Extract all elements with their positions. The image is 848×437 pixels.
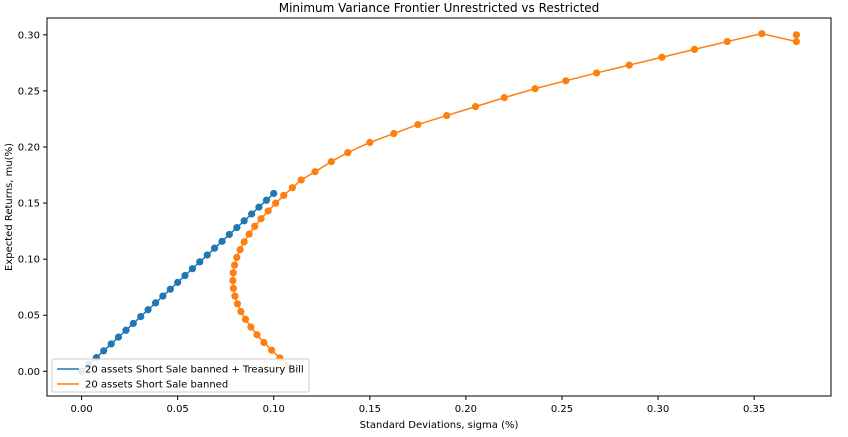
series-0 [77,189,278,375]
data-point [174,278,182,286]
legend-box [51,358,310,393]
y-tick-label: 0.15 [18,199,40,210]
data-point [690,45,699,54]
data-point [137,312,145,321]
data-point [233,300,242,308]
data-point [237,307,245,316]
data-point [247,323,255,331]
data-point [272,199,280,207]
data-point [255,203,263,211]
y-tick-label: 0.25 [18,86,40,97]
data-point [592,69,601,77]
data-point [225,230,233,239]
x-tick-label: 0.05 [167,404,189,415]
data-point [257,215,265,223]
y-tick-label: 0.30 [18,30,40,41]
y-axis-label: Expected Returns, mu(%) [4,143,15,271]
data-point [758,30,766,38]
series-1 [229,30,801,370]
data-point [218,237,226,245]
data-point [471,103,480,111]
data-point [229,276,237,285]
x-tick-label: 0.20 [455,404,477,415]
data-point [196,258,204,266]
y-tick-label: 0.20 [18,142,40,153]
data-point [181,271,189,280]
data-point [658,53,666,61]
data-point [251,222,259,230]
y-tick-label: 0.00 [18,367,40,378]
data-point [327,157,335,166]
data-point [114,333,123,341]
data-point [159,292,167,300]
y-tick-label: 0.05 [18,311,40,322]
data-point [230,261,239,269]
data-point [100,347,108,355]
data-point [625,61,633,69]
data-point [240,217,248,225]
data-point [792,31,801,39]
data-point [270,189,278,198]
data-point [366,138,374,147]
data-point [562,77,570,85]
data-point [107,340,115,348]
data-point [129,319,137,328]
data-point [233,253,241,261]
data-point [288,184,296,192]
data-point [297,176,305,184]
x-tick-label: 0.10 [263,404,285,415]
data-point [531,85,539,93]
data-point [233,224,241,232]
legend: 20 assets Short Sale banned + Treasury B… [51,358,310,393]
plot-area [77,30,801,375]
x-tick-label: 0.00 [70,404,92,415]
data-point [240,238,248,246]
plot-frame [46,17,832,397]
legend-label-treasury: 20 assets Short Sale banned + Treasury B… [85,365,304,376]
data-point [280,191,288,200]
x-tick-label: 0.15 [359,404,381,415]
data-point [144,306,152,314]
data-point [151,299,160,307]
data-point [443,111,451,120]
data-point [414,120,422,129]
data-point [260,338,268,347]
data-point [122,326,130,334]
data-point [268,346,276,354]
x-tick-label: 0.25 [551,404,573,415]
data-point [231,292,239,300]
data-point [792,37,801,46]
data-point [241,315,250,323]
data-point [390,129,398,138]
x-tick-label: 0.30 [647,404,669,415]
data-point [245,230,253,238]
y-axis: 0.00 0.05 0.10 0.15 0.20 0.25 0.30 [18,30,47,378]
x-tick-label: 0.35 [743,404,765,415]
data-point [262,196,271,204]
data-point [311,168,319,176]
data-point [264,207,272,215]
data-point [210,244,219,252]
data-point [203,251,211,259]
data-point [229,284,237,292]
data-point [166,285,174,293]
x-axis: 0.00 0.05 0.10 0.15 0.20 0.25 0.30 0.35 [70,396,765,415]
series-line-1 [232,32,798,367]
data-point [236,246,244,254]
y-tick-label: 0.10 [18,255,40,266]
data-point [344,149,352,157]
data-point [188,265,197,273]
data-point [723,37,731,46]
data-point [253,331,261,339]
data-point [500,94,508,102]
chart-title: Minimum Variance Frontier Unrestricted v… [279,1,600,15]
data-point [248,210,256,218]
legend-label-short-sale-banned: 20 assets Short Sale banned [85,380,228,391]
data-point [229,269,237,277]
x-axis-label: Standard Deviations, sigma (%) [360,420,519,431]
